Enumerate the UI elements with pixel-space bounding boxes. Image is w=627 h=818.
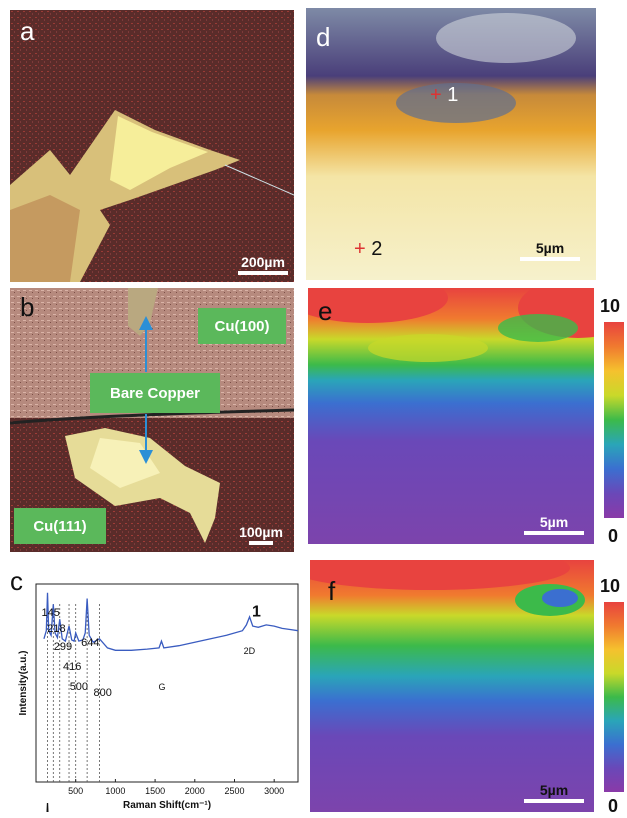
x-tick-label: 3000 (264, 786, 284, 796)
panel-d-scale-line (520, 257, 580, 261)
x-axis-label: Raman Shift(cm⁻¹) (123, 800, 211, 811)
series-label-1: 1 (252, 603, 261, 620)
bare-copper-box: Bare Copper (90, 373, 220, 413)
peak-label: 800 (94, 687, 112, 699)
cu100-box: Cu(100) (198, 308, 286, 344)
panel-d-scale-bar: 5µm (520, 240, 580, 261)
panel-d-label: d (316, 22, 331, 52)
panel-f-scale-label: 5µm (539, 782, 569, 798)
panel-f-label: f (328, 576, 336, 606)
panel-b: b Cu(100) Bare Copper Cu(111) 100µm (10, 288, 294, 552)
panel-d-micrograph (306, 8, 596, 280)
panel-a: a 200µm (10, 10, 294, 282)
panel-c-label: c (10, 566, 23, 596)
panel-d-scale-label: 5µm (535, 240, 565, 256)
marker-2-label: 2 (371, 238, 383, 260)
panel-b-scale-bar: 100µm (234, 524, 288, 545)
colorbar-e-gradient (604, 322, 624, 518)
x-tick-label: 1000 (105, 786, 125, 796)
peak-label: 644 (81, 637, 99, 649)
raman-spectrum-chart: 12145218299416500644800G2D50010001500200… (18, 583, 299, 812)
panel-a-micrograph (10, 10, 294, 282)
panel-e-scale-label: 5µm (539, 514, 569, 530)
panel-e: e 5µm (308, 288, 594, 544)
peak-label: G (158, 682, 165, 692)
x-tick-label: 2000 (185, 786, 205, 796)
panel-b-scale-label: 100µm (239, 524, 283, 540)
panel-d: d + 1 + 2 5µm (306, 8, 596, 280)
cu111-box: Cu(111) (14, 508, 106, 544)
panel-f-scale-bar: 5µm (524, 782, 584, 803)
panel-e-map (308, 288, 594, 544)
x-tick-label: 500 (68, 786, 83, 796)
colorbar-e-min: 0 (608, 526, 619, 546)
y-axis-label: Intensity(a.u.) (18, 650, 29, 715)
panel-f: f 5µm (310, 560, 594, 812)
marker-1: + 1 (430, 84, 459, 106)
marker-2: + 2 (354, 238, 383, 260)
peak-label: 2D (244, 646, 256, 656)
panel-b-label: b (20, 292, 35, 322)
panel-b-scale-line (249, 541, 273, 545)
colorbar-f-max: 10 (600, 576, 621, 596)
panel-c: c 12145218299416500644800G2D500100015002… (0, 562, 306, 812)
bare-copper-arrows (139, 316, 153, 464)
peak-label: 299 (54, 641, 72, 653)
peak-label: 416 (63, 661, 81, 673)
x-tick-label: 1500 (145, 786, 165, 796)
panel-a-label: a (20, 16, 35, 46)
panel-e-scale-bar: 5µm (524, 514, 584, 535)
marker-1-label: 1 (447, 84, 459, 106)
panel-f-map (310, 560, 594, 812)
panel-a-scale-line (238, 271, 288, 275)
colorbar-f: 10 0 (600, 560, 627, 818)
panel-f-scale-line (524, 799, 584, 803)
peak-label: 500 (70, 681, 88, 693)
colorbar-e-max: 10 (600, 296, 621, 316)
series-line-1 (43, 592, 299, 651)
colorbar-f-gradient (604, 602, 624, 792)
colorbar-f-min: 0 (608, 796, 619, 816)
panel-a-scale-bar: 200µm (238, 254, 288, 275)
plot-frame (35, 583, 299, 783)
panel-e-label: e (318, 296, 333, 326)
panel-e-scale-line (524, 531, 584, 535)
x-tick-label: 2500 (224, 786, 244, 796)
peak-label: 218 (47, 623, 65, 635)
peak-label: 145 (42, 607, 60, 619)
panel-a-scale-label: 200µm (241, 254, 285, 270)
colorbar-e: 10 0 (600, 290, 627, 550)
